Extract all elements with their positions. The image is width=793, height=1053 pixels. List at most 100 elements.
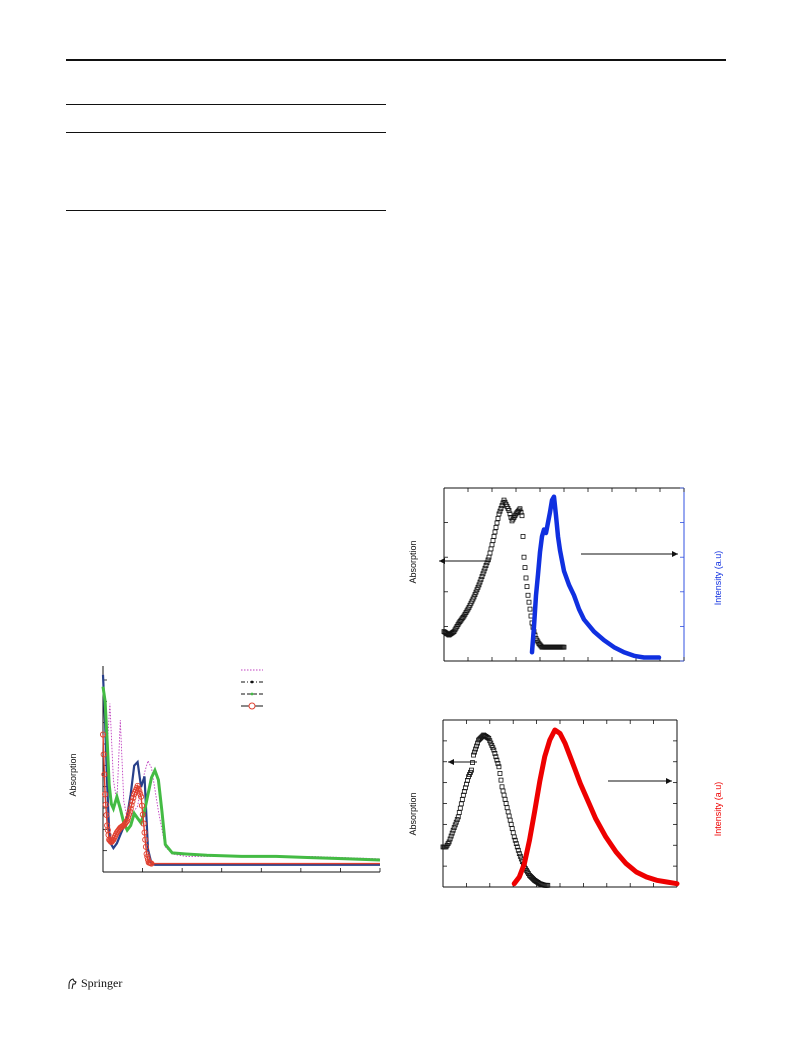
publisher-footer: Springer: [66, 976, 122, 991]
chart2-absorption-marker: [491, 534, 497, 539]
chart3-absorption-marker: [469, 767, 474, 773]
chart2-absorption-marker: [496, 511, 502, 517]
chart3-absorption-marker: [474, 743, 479, 749]
chart3-absorption-marker: [451, 825, 457, 830]
chart2-absorption-marker: [492, 529, 498, 535]
absorption-series-4-marker: [138, 802, 146, 809]
absorption-series-4-marker: [141, 829, 148, 836]
chart2-absorption-marker: [495, 516, 501, 521]
absorption-series-4-marker: [142, 836, 149, 843]
chart2-absorption-marker: [520, 534, 526, 539]
table-top-rule: [66, 104, 386, 105]
chart3-absorption-marker: [513, 841, 519, 846]
header-rule: [66, 59, 726, 61]
absorption-series-3-line: [101, 686, 381, 862]
chart2-absorption-marker: [476, 582, 482, 588]
chart3-absorption-marker: [493, 754, 499, 760]
springer-horse-icon: [66, 977, 78, 990]
chart3-ylabel-right: Intensity (a.u): [713, 782, 723, 837]
chart3-absorption-marker: [499, 784, 505, 790]
absorption-series-4-marker: [125, 811, 133, 818]
chart3-absorption-marker: [453, 819, 459, 825]
chart3-absorption-marker: [498, 777, 504, 783]
chart3-absorption-marker: [508, 821, 514, 827]
absorption-series-4-marker: [125, 814, 132, 821]
chart2-absorption-marker: [561, 644, 567, 650]
chart2-absorption-marker: [517, 506, 523, 512]
chart3-absorption-marker: [449, 830, 455, 836]
absorption-emission-chart-red: Absorption Intensity (a.u): [408, 719, 723, 888]
chart3-absorption-marker: [517, 853, 523, 859]
chart2-absorption-marker: [478, 576, 484, 582]
absorption-series-4-marker: [102, 801, 109, 808]
absorption-series-4-marker: [136, 788, 143, 795]
chart3-absorption-marker: [457, 805, 463, 811]
chart3-absorption-marker: [496, 764, 502, 770]
table-header-rule: [66, 132, 386, 133]
chart3-absorption-marker: [502, 796, 508, 802]
chart3-absorption-marker: [507, 817, 513, 823]
absorption-series-4-marker: [140, 820, 147, 827]
absorption-series-4-marker: [124, 817, 131, 824]
chart2-absorption-marker: [483, 563, 489, 568]
chart3-emission-line: [511, 727, 680, 887]
chart3-absorption-marker: [503, 801, 509, 806]
chart3-absorption-marker: [494, 757, 500, 763]
chart2-absorption-marker: [474, 587, 480, 593]
absorption-series-4-marker: [143, 850, 150, 858]
chart2-absorption-marker: [490, 538, 496, 543]
absorption-series-4-marker: [130, 794, 137, 801]
chart3-absorption-marker: [516, 851, 522, 857]
chart2-absorption-marker: [506, 508, 512, 513]
absorption-emission-chart-blue: Absorption Intensity (a.u): [408, 487, 723, 662]
chart2-emission-line: [529, 494, 662, 660]
chart3-arrow-right-head: [666, 778, 672, 784]
chart3-absorption-marker: [472, 749, 477, 755]
chart2-absorption-marker: [521, 554, 527, 560]
chart3-absorption-marker: [515, 847, 521, 853]
legend-entry-4-marker: [248, 702, 256, 710]
chart3-absorption-marker: [447, 836, 453, 842]
chart3-absorption-marker: [510, 830, 516, 836]
chart3-absorption-marker: [448, 833, 454, 839]
chart2-absorption-marker: [523, 575, 529, 581]
chart3-absorption-marker: [509, 826, 515, 831]
chart2-absorption-marker: [481, 568, 487, 574]
chart2-absorption-marker: [488, 546, 494, 552]
chart2-absorption-marker: [482, 565, 488, 571]
table-bottom-rule: [66, 210, 386, 211]
absorption-series-4-marker: [148, 860, 155, 867]
chart2-absorption-marker: [507, 511, 513, 517]
chart3-absorption-marker: [511, 834, 517, 840]
chart3-absorption-marker: [450, 827, 456, 833]
chart2-ylabel-right: Intensity (a.u): [713, 551, 723, 606]
chart2-absorption-marker: [498, 506, 504, 511]
chart3-absorption-marker: [470, 760, 475, 765]
absorption-series-4-marker: [101, 771, 108, 778]
legend-entry-3-marker: [250, 692, 254, 696]
chart2-absorption-marker: [494, 520, 500, 526]
chart2-absorption-marker: [526, 599, 532, 605]
absorption-series-4-marker: [126, 808, 133, 815]
chart2-absorption-marker: [518, 509, 524, 515]
absorption-series-4-marker: [137, 790, 144, 798]
absorption-series-4-marker: [129, 798, 136, 805]
chart3-absorption-marker: [492, 751, 498, 756]
absorption-series-4-marker: [135, 785, 142, 792]
absorption-series-4-marker: [138, 793, 145, 800]
chart2-absorption-marker: [525, 592, 531, 598]
chart2-absorption-marker: [473, 589, 479, 595]
chart3-absorption-marker: [446, 839, 452, 845]
chart3-absorption-marker: [495, 761, 501, 766]
absorption-series-4-marker: [134, 782, 141, 789]
chart2-absorption-marker: [471, 594, 477, 600]
chart2-absorption-marker: [485, 557, 491, 563]
chart3-ylabel-left: Absorption: [408, 792, 418, 835]
absorption-series-4-marker: [100, 751, 107, 758]
publisher-name: Springer: [81, 976, 123, 990]
chart2-absorption-marker: [519, 513, 525, 519]
absorption-chart: Absorption: [68, 666, 381, 873]
chart3-absorption-marker: [455, 814, 461, 820]
absorption-series-4-marker: [142, 843, 149, 850]
chart2-absorption-marker: [477, 579, 483, 585]
